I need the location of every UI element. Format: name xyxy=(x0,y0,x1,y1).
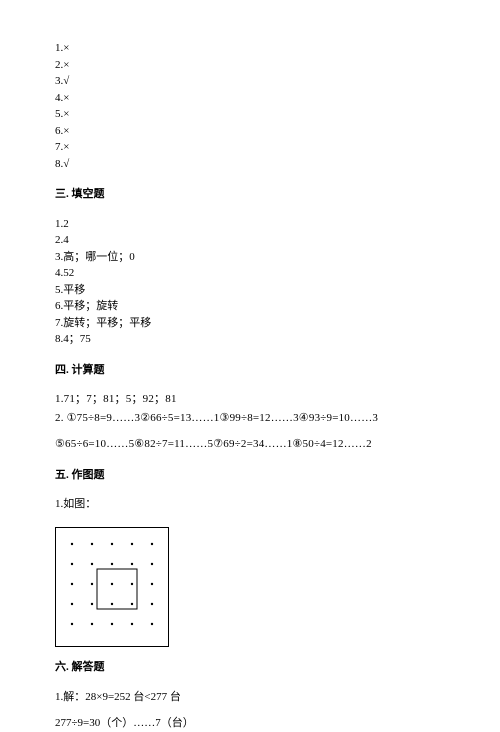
fill-blank-answers: 1.2 2.4 3.高；哪一位；0 4.52 5.平移 6.平移；旋转 7.旋转… xyxy=(55,216,445,348)
judgment-item: 4.× xyxy=(55,90,445,107)
fill-blank-item: 6.平移；旋转 xyxy=(55,298,445,315)
fill-blank-item: 1.2 xyxy=(55,216,445,233)
fill-blank-item: 2.4 xyxy=(55,232,445,249)
judgment-item: 8.√ xyxy=(55,156,445,173)
solution-line: 277÷9=30（个）……7（台） xyxy=(55,715,445,732)
calc-line: ⑤65÷6=10……5⑥82÷7=11……5⑦69÷2=34……1⑧50÷4=1… xyxy=(55,436,445,453)
section-5-title: 五. 作图题 xyxy=(55,467,445,485)
calculation-answers: 1.71；7；81；5；92；81 2. ①75÷8=9……3②66÷5=13…… xyxy=(55,391,445,453)
fill-blank-item: 3.高；哪一位；0 xyxy=(55,249,445,266)
judgment-item: 3.√ xyxy=(55,73,445,90)
fill-blank-item: 8.4；75 xyxy=(55,331,445,348)
solution-line: 1.解：28×9=252 台<277 台 xyxy=(55,689,445,706)
fill-blank-item: 7.旋转；平移；平移 xyxy=(55,315,445,332)
judgment-item: 5.× xyxy=(55,106,445,123)
judgment-item: 2.× xyxy=(55,57,445,74)
calc-line: 2. ①75÷8=9……3②66÷5=13……1③99÷8=12……3④93÷9… xyxy=(55,410,445,427)
judgment-item: 1.× xyxy=(55,40,445,57)
section-3-title: 三. 填空题 xyxy=(55,186,445,204)
judgment-list: 1.× 2.× 3.√ 4.× 5.× 6.× 7.× 8.√ xyxy=(55,40,445,172)
fill-blank-item: 4.52 xyxy=(55,265,445,282)
drawing-figure xyxy=(55,527,445,648)
dot-grid-chart xyxy=(62,534,162,634)
drawing-answers: 1.如图： xyxy=(55,496,445,513)
figure-border xyxy=(55,527,169,648)
fill-blank-item: 5.平移 xyxy=(55,282,445,299)
calc-line: 1.71；7；81；5；92；81 xyxy=(55,391,445,408)
drawing-label: 1.如图： xyxy=(55,496,445,513)
section-4-title: 四. 计算题 xyxy=(55,362,445,380)
judgment-item: 7.× xyxy=(55,139,445,156)
section-6-title: 六. 解答题 xyxy=(55,659,445,677)
word-problem-answers: 1.解：28×9=252 台<277 台 277÷9=30（个）……7（台） xyxy=(55,689,445,732)
judgment-item: 6.× xyxy=(55,123,445,140)
